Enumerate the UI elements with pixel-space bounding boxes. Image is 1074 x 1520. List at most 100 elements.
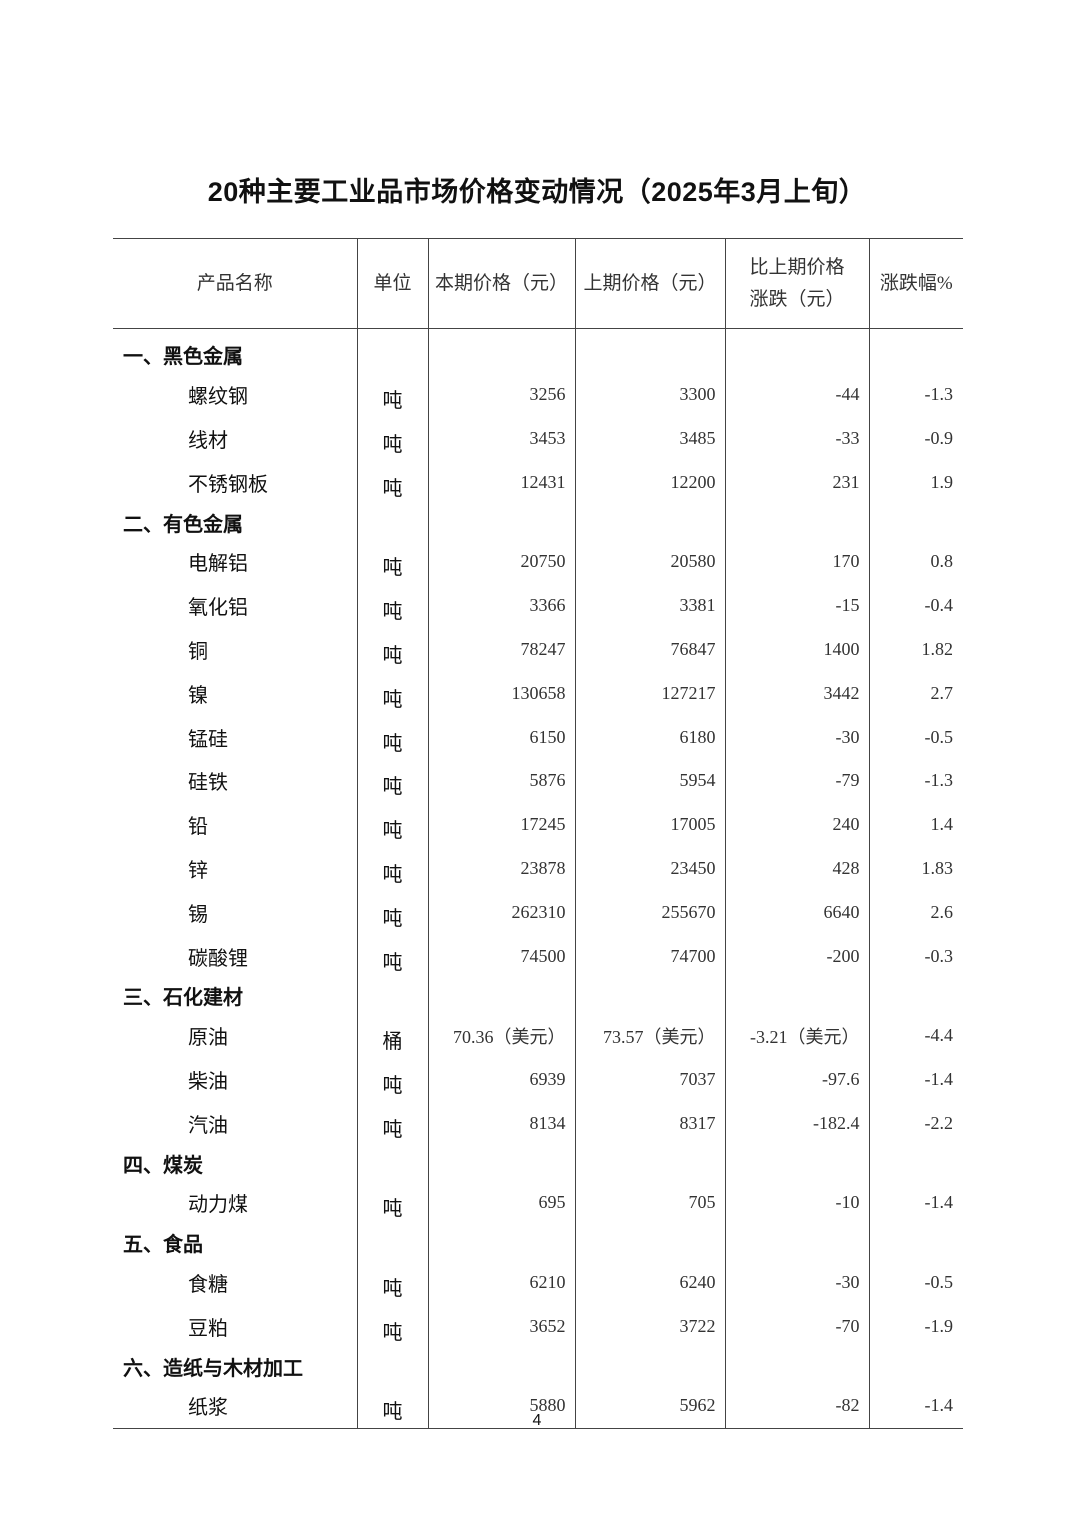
current-price: 74500 [427, 934, 575, 978]
price-change: -15 [724, 583, 869, 628]
table-row: 线材 吨 3453 3485 -33 -0.9 [113, 416, 963, 461]
header-unit: 单位 [356, 238, 428, 329]
change-percent: 1.4 [868, 802, 963, 847]
change-percent: -1.9 [868, 1304, 963, 1349]
previous-price: 5962 [574, 1383, 725, 1429]
current-price: 17245 [427, 802, 575, 847]
empty-cell [724, 1145, 869, 1181]
previous-price: 73.57（美元） [574, 1013, 725, 1058]
current-price: 12431 [427, 460, 575, 505]
empty-cell [724, 504, 869, 540]
header-current-price: 本期价格（元） [427, 238, 575, 329]
price-change: -3.21（美元） [724, 1013, 869, 1058]
empty-cell [868, 1348, 963, 1384]
empty-cell [427, 328, 575, 373]
previous-price: 12200 [574, 460, 725, 505]
price-change: 240 [724, 802, 869, 847]
previous-price: 705 [574, 1180, 725, 1225]
product-name: 纸浆 [113, 1383, 357, 1429]
previous-price: 74700 [574, 934, 725, 978]
previous-price: 6240 [574, 1260, 725, 1305]
current-price: 6150 [427, 715, 575, 759]
unit: 吨 [356, 1260, 428, 1305]
current-price: 695 [427, 1180, 575, 1225]
product-name: 豆粕 [188, 1317, 228, 1340]
product-name: 线材 [188, 429, 228, 452]
section-name: 二、有色金属 [123, 513, 243, 536]
change-percent: -4.4 [868, 1013, 963, 1058]
unit: 吨 [356, 1304, 428, 1349]
price-change: -97.6 [724, 1057, 869, 1102]
table-row: 锰硅 吨 6150 6180 -30 -0.5 [113, 715, 963, 759]
price-change: 1400 [724, 627, 869, 672]
empty-cell [724, 328, 869, 373]
price-change: -82 [724, 1383, 869, 1429]
empty-cell [356, 977, 428, 1014]
previous-price: 8317 [574, 1101, 725, 1146]
product-name: 氧化铝 [188, 597, 248, 620]
empty-cell [868, 328, 963, 373]
product-name: 原油 [188, 1027, 228, 1050]
product-name: 硅铁 [188, 772, 228, 795]
change-percent: -1.4 [868, 1383, 963, 1429]
unit: 吨 [356, 1057, 428, 1102]
unit: 吨 [356, 627, 428, 672]
product-name: 动力煤 [188, 1194, 248, 1217]
table-row: 氧化铝 吨 3366 3381 -15 -0.4 [113, 583, 963, 628]
current-price: 5880 [427, 1383, 575, 1429]
table-row: 铜 吨 78247 76847 1400 1.82 [113, 627, 963, 672]
current-price: 3366 [427, 583, 575, 628]
product-name: 镍 [188, 684, 208, 707]
section-row: 一、黑色金属 [113, 328, 963, 373]
unit: 吨 [356, 416, 428, 461]
empty-cell [868, 1145, 963, 1181]
section-row: 五、食品 [113, 1224, 963, 1261]
product-name: 汽油 [188, 1114, 228, 1137]
empty-cell [868, 1224, 963, 1261]
table-row: 汽油 吨 8134 8317 -182.4 -2.2 [113, 1101, 963, 1146]
empty-cell [868, 504, 963, 540]
unit: 吨 [356, 583, 428, 628]
unit: 吨 [356, 460, 428, 505]
price-change: -30 [724, 715, 869, 759]
product-name: 锡 [188, 903, 208, 926]
unit: 吨 [356, 715, 428, 759]
empty-cell [356, 328, 428, 373]
current-price: 20750 [427, 539, 575, 584]
product-name: 锰硅 [188, 728, 228, 751]
table-row: 锡 吨 262310 255670 6640 2.6 [113, 890, 963, 935]
unit: 吨 [356, 802, 428, 847]
header-change-percent: 涨跌幅% [868, 238, 963, 329]
price-change: 6640 [724, 890, 869, 935]
change-percent: 1.9 [868, 460, 963, 505]
previous-price: 23450 [574, 846, 725, 891]
previous-price: 17005 [574, 802, 725, 847]
table-row: 碳酸锂 吨 74500 74700 -200 -0.3 [113, 934, 963, 978]
previous-price: 3381 [574, 583, 725, 628]
product-name: 铅 [188, 816, 208, 839]
current-price: 3256 [427, 372, 575, 417]
previous-price: 7037 [574, 1057, 725, 1102]
empty-cell [574, 1145, 725, 1181]
table-row: 食糖 吨 6210 6240 -30 -0.5 [113, 1260, 963, 1305]
unit: 吨 [356, 372, 428, 417]
table-row: 电解铝 吨 20750 20580 170 0.8 [113, 539, 963, 584]
header-previous-price: 上期价格（元） [574, 238, 725, 329]
empty-cell [427, 1348, 575, 1384]
change-percent: 2.6 [868, 890, 963, 935]
empty-cell [574, 1224, 725, 1261]
section-name: 三、石化建材 [123, 987, 243, 1010]
previous-price: 3300 [574, 372, 725, 417]
empty-cell [724, 1224, 869, 1261]
change-percent: -1.4 [868, 1057, 963, 1102]
unit: 桶 [356, 1013, 428, 1058]
current-price: 3652 [427, 1304, 575, 1349]
price-change: -182.4 [724, 1101, 869, 1146]
unit: 吨 [356, 934, 428, 978]
price-change: -44 [724, 372, 869, 417]
section-name: 五、食品 [123, 1234, 203, 1257]
current-price: 6939 [427, 1057, 575, 1102]
section-row: 四、煤炭 [113, 1145, 963, 1181]
table-header-row: 产品名称 单位 本期价格（元） 上期价格（元） 比上期价格 涨跌（元） 涨跌幅% [113, 238, 963, 329]
previous-price: 3722 [574, 1304, 725, 1349]
